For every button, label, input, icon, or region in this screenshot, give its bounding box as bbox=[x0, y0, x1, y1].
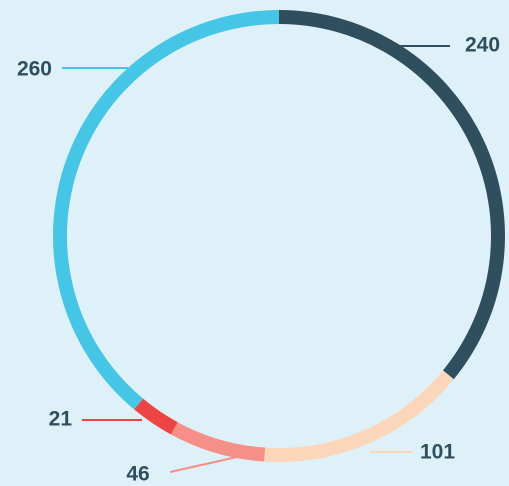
donut-segment bbox=[170, 422, 266, 462]
value-label: 101 bbox=[420, 441, 455, 464]
value-label: 260 bbox=[17, 58, 52, 81]
value-label: 240 bbox=[465, 34, 500, 57]
donut-segment bbox=[134, 398, 178, 435]
value-label: 46 bbox=[126, 463, 149, 486]
leader-line bbox=[169, 454, 247, 473]
donut-segment bbox=[278, 10, 505, 380]
donut-segment bbox=[53, 10, 280, 410]
donut-segment bbox=[264, 370, 454, 462]
value-label: 21 bbox=[49, 408, 73, 431]
